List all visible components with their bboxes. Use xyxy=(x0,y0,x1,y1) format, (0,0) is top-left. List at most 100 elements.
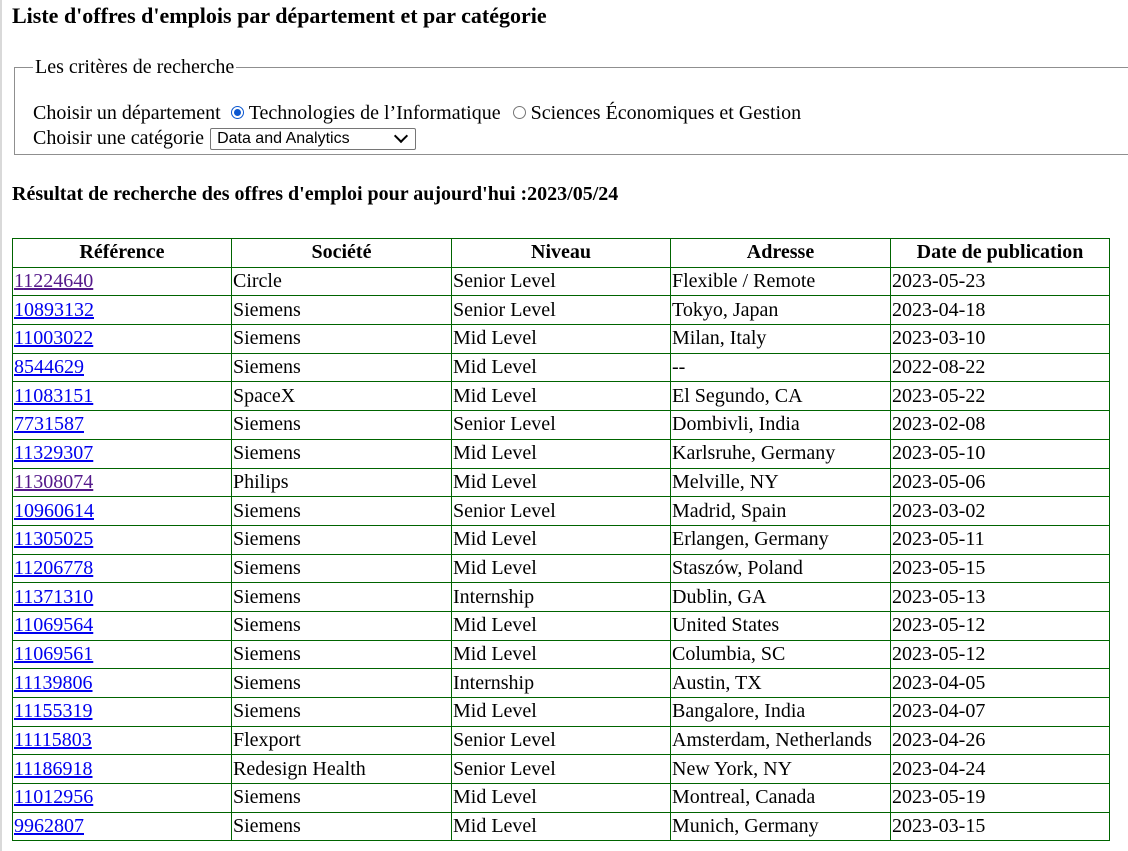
cell-reference: 11083151 xyxy=(12,381,232,412)
category-selected-value: Data and Analytics xyxy=(217,129,350,147)
cell-company: Siemens xyxy=(231,668,452,698)
cell-address: Flexible / Remote xyxy=(670,266,891,297)
cell-date: 2023-05-19 xyxy=(890,783,1110,813)
table-row: 11115803 Flexport Senior Level Amsterdam, N… xyxy=(12,725,1110,756)
reference-link[interactable]: 11155319 xyxy=(14,700,93,723)
reference-link[interactable]: 11305025 xyxy=(14,528,94,551)
cell-date: 2023-05-15 xyxy=(890,553,1110,584)
cell-reference: 11139806 xyxy=(12,668,232,698)
reference-link[interactable]: 11224640 xyxy=(14,270,94,293)
cell-date: 2023-05-11 xyxy=(890,524,1110,555)
cell-reference: 11206778 xyxy=(12,553,232,584)
cell-address: Montreal, Canada xyxy=(670,783,891,813)
cell-reference: 11371310 xyxy=(12,582,232,612)
reference-link[interactable]: 11308074 xyxy=(14,470,94,493)
reference-link[interactable]: 11012956 xyxy=(14,786,94,809)
cell-date: 2023-04-26 xyxy=(890,725,1110,756)
cell-reference: 8544629 xyxy=(12,352,232,383)
cell-reference: 10893132 xyxy=(12,295,232,326)
category-select[interactable]: Data and Analytics xyxy=(210,127,417,150)
cell-reference: 11115803 xyxy=(12,725,232,756)
search-criteria-fieldset: Les critères de recherche Choisir un dép… xyxy=(14,56,1128,155)
department-option-informatique[interactable]: Technologies de l’Informatique xyxy=(248,102,501,124)
cell-level: Senior Level xyxy=(451,496,671,526)
cell-level: Senior Level xyxy=(451,725,671,756)
cell-company: Siemens xyxy=(231,524,452,555)
cell-company: Circle xyxy=(231,266,452,297)
cell-company: Redesign Health xyxy=(231,754,452,785)
cell-address: Staszów, Poland xyxy=(670,553,891,584)
reference-link[interactable]: 11206778 xyxy=(14,556,94,579)
cell-reference: 11329307 xyxy=(12,438,232,469)
cell-date: 2023-04-05 xyxy=(890,668,1110,698)
department-radio-informatique[interactable] xyxy=(230,106,244,119)
table-row: 11371310 Siemens Internship Dublin, GA 2023-… xyxy=(12,582,1110,612)
cell-company: Siemens xyxy=(231,410,452,440)
table-row: 11155319 Siemens Mid Level Bangalore, India… xyxy=(12,697,1110,727)
cell-level: Mid Level xyxy=(451,697,671,727)
cell-date: 2023-03-10 xyxy=(890,324,1110,354)
reference-link[interactable]: 10960614 xyxy=(14,499,94,522)
cell-reference: 11308074 xyxy=(12,467,232,498)
department-row: Choisir un département Technologies de l… xyxy=(33,102,801,125)
cell-level: Senior Level xyxy=(451,266,671,297)
cell-level: Mid Level xyxy=(451,783,671,813)
reference-link[interactable]: 8544629 xyxy=(14,356,84,379)
cell-date: 2023-02-08 xyxy=(890,410,1110,440)
cell-reference: 11069561 xyxy=(12,639,232,670)
reference-link[interactable]: 10893132 xyxy=(14,298,94,321)
page-title: Liste d'offres d'emplois par département… xyxy=(12,3,547,28)
cell-address: Karlsruhe, Germany xyxy=(670,438,891,469)
cell-date: 2023-05-12 xyxy=(890,639,1110,670)
reference-link[interactable]: 11083151 xyxy=(14,384,94,407)
reference-link[interactable]: 7731587 xyxy=(14,413,84,436)
cell-address: El Segundo, CA xyxy=(670,381,891,412)
cell-reference: 9962807 xyxy=(12,811,232,842)
category-label: Choisir une catégorie xyxy=(33,127,205,149)
cell-date: 2023-05-10 xyxy=(890,438,1110,469)
cell-level: Mid Level xyxy=(451,811,671,842)
cell-address: Dublin, GA xyxy=(670,582,891,612)
reference-link[interactable]: 11069561 xyxy=(14,642,94,665)
cell-reference: 11003022 xyxy=(12,324,232,354)
cell-level: Mid Level xyxy=(451,467,671,498)
category-row: Choisir une catégorie Data and Analytics xyxy=(33,127,417,150)
cell-reference: 11305025 xyxy=(12,524,232,555)
table-row: 11069564 Siemens Mid Level United States 202… xyxy=(12,610,1110,641)
column-header-address: Adresse xyxy=(670,238,891,268)
cell-level: Mid Level xyxy=(451,639,671,670)
reference-link[interactable]: 11329307 xyxy=(14,442,94,465)
department-option-economie[interactable]: Sciences Économiques et Gestion xyxy=(530,102,802,124)
cell-company: Siemens xyxy=(231,438,452,469)
reference-link[interactable]: 11069564 xyxy=(14,614,94,637)
reference-link[interactable]: 11139806 xyxy=(14,671,93,694)
reference-link[interactable]: 9962807 xyxy=(14,815,84,838)
cell-level: Mid Level xyxy=(451,610,671,641)
cell-address: Dombivli, India xyxy=(670,410,891,440)
cell-address: Munich, Germany xyxy=(670,811,891,842)
table-row: 10893132 Siemens Senior Level Tokyo, Japan 2… xyxy=(12,295,1110,326)
cell-address: New York, NY xyxy=(670,754,891,785)
department-label: Choisir un département xyxy=(33,102,221,124)
table-row: 11305025 Siemens Mid Level Erlangen, German… xyxy=(12,524,1110,555)
column-header-company: Société xyxy=(231,238,452,268)
reference-link[interactable]: 11115803 xyxy=(14,729,92,752)
cell-level: Internship xyxy=(451,582,671,612)
cell-date: 2023-05-22 xyxy=(890,381,1110,412)
reference-link[interactable]: 11186918 xyxy=(14,757,93,780)
reference-link[interactable]: 11371310 xyxy=(14,585,94,608)
cell-address: Austin, TX xyxy=(670,668,891,698)
cell-address: Melville, NY xyxy=(670,467,891,498)
cell-date: 2023-04-24 xyxy=(890,754,1110,785)
table-row: 11139806 Siemens Internship Austin, TX 2023-… xyxy=(12,668,1110,698)
cell-address: -- xyxy=(670,352,891,383)
table-row: 11308074 Philips Mid Level Melville, NY 2023… xyxy=(12,467,1110,498)
cell-reference: 10960614 xyxy=(12,496,232,526)
cell-company: Siemens xyxy=(231,697,452,727)
cell-company: Siemens xyxy=(231,783,452,813)
cell-level: Senior Level xyxy=(451,410,671,440)
cell-company: Siemens xyxy=(231,811,452,842)
cell-level: Mid Level xyxy=(451,352,671,383)
reference-link[interactable]: 11003022 xyxy=(14,327,94,350)
department-radio-economie[interactable] xyxy=(512,106,526,119)
